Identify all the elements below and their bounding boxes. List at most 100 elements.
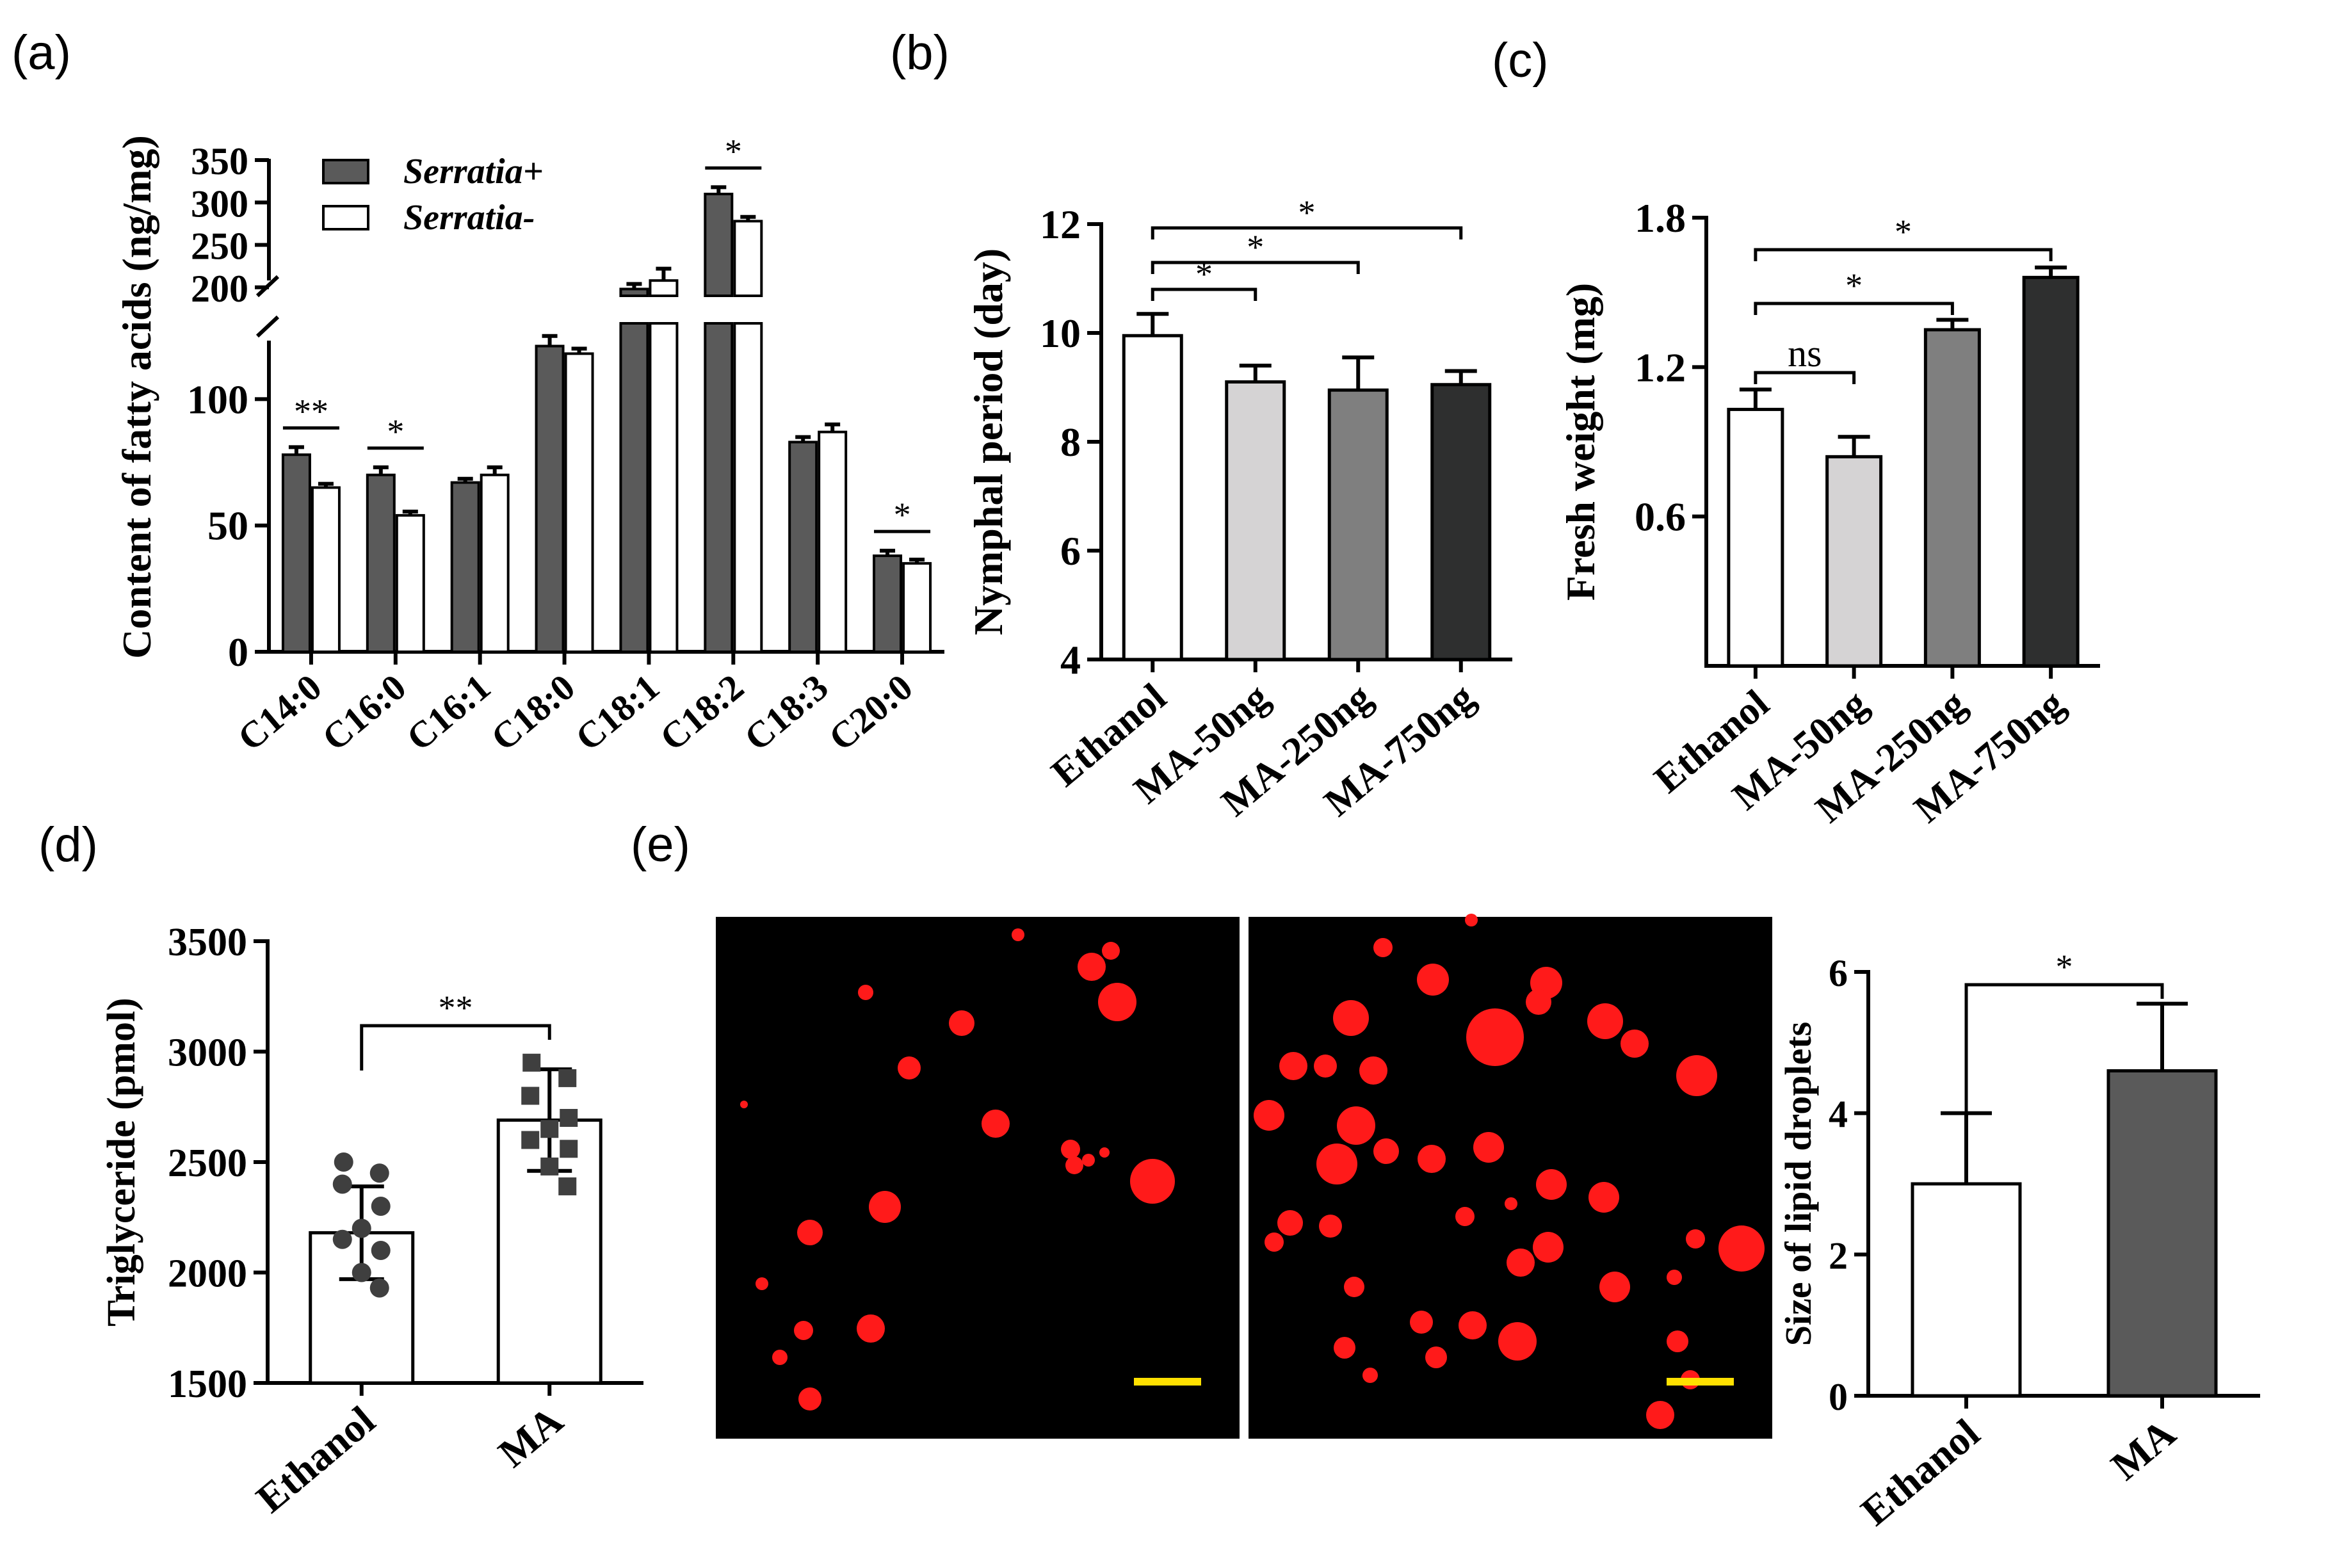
data-point — [558, 1177, 577, 1195]
y-tick-label: 0.6 — [1635, 494, 1686, 540]
bar-serratia-minus — [311, 486, 341, 653]
y-tick-label: 12 — [1040, 202, 1081, 247]
micrograph-label: MA — [1275, 935, 1338, 976]
y-tick-label: 200 — [191, 268, 248, 310]
lipid-droplet — [1373, 1138, 1399, 1164]
panel-label-e: (e) — [631, 818, 690, 872]
lipid-droplet — [772, 1350, 788, 1365]
bar-serratia-minus — [480, 473, 510, 653]
lipid-droplet — [740, 1101, 748, 1108]
legend-swatch-serratia-plus — [322, 159, 369, 184]
lipid-droplet — [982, 1110, 1010, 1138]
bar-serratia-plus — [535, 344, 565, 653]
bar-serratia-minus — [564, 352, 594, 653]
y-tick-label: 6 — [1829, 952, 1848, 994]
y-tick-label: 1.2 — [1635, 344, 1686, 390]
lipid-droplet — [1465, 914, 1478, 926]
bar-serratia-minus — [818, 430, 848, 654]
data-point — [540, 1157, 559, 1176]
data-point — [522, 1053, 541, 1072]
lipid-droplet — [1498, 1322, 1537, 1361]
data-point — [352, 1263, 371, 1282]
lipid-droplet — [798, 1387, 821, 1410]
lipid-droplet — [1466, 1008, 1524, 1066]
significance-label: * — [2056, 948, 2073, 986]
y-axis-title: Nymphal period (day) — [966, 248, 1011, 636]
lipid-droplet — [1646, 1401, 1674, 1429]
lipid-droplet — [1316, 1144, 1357, 1184]
y-tick-label: 100 — [187, 376, 248, 422]
y-tick-label: 3000 — [168, 1031, 247, 1075]
y-tick-label: 8 — [1060, 419, 1081, 465]
y-tick-label: 10 — [1040, 311, 1081, 356]
lipid-droplet — [1507, 1249, 1535, 1277]
bar-ma-750ng — [1430, 383, 1492, 661]
bar-serratia-plus — [281, 453, 311, 653]
lipid-droplet — [1505, 1197, 1517, 1210]
lipid-droplet — [1686, 1229, 1705, 1249]
lipid-droplet — [1333, 1000, 1369, 1036]
lipid-droplet — [1065, 1156, 1083, 1174]
lipid-droplet — [949, 1010, 974, 1036]
bar-serratia-minus-upper — [649, 279, 679, 297]
lipid-droplet — [1319, 1215, 1342, 1238]
data-point — [334, 1152, 353, 1172]
y-tick-label: 1500 — [168, 1362, 247, 1406]
lipid-droplet — [857, 1314, 885, 1343]
lipid-droplet — [794, 1321, 813, 1340]
lipid-droplet — [1061, 1140, 1080, 1159]
lipid-droplet — [1473, 1132, 1504, 1163]
bar-serratia-minus-upper — [733, 220, 763, 297]
bar-ma — [2106, 1069, 2218, 1398]
lipid-droplet — [1459, 1311, 1487, 1339]
data-point — [521, 1087, 540, 1105]
bar-ethanol — [1911, 1182, 2022, 1398]
y-axis-title: Size of lipid droplets — [1777, 1022, 1819, 1346]
lipid-droplet — [1098, 983, 1136, 1021]
lipid-droplet — [1676, 1055, 1717, 1096]
axis-break-mark — [255, 315, 280, 338]
lipid-droplet — [1314, 1055, 1337, 1078]
lipid-droplet — [1418, 1145, 1446, 1173]
bar-serratia-plus — [788, 440, 818, 653]
lipid-droplet — [1667, 1330, 1688, 1352]
significance-bracket — [1754, 248, 2053, 261]
bar-serratia-minus — [902, 562, 932, 654]
micrographs: Ethanol MA — [716, 914, 1772, 1439]
lipid-droplet — [898, 1056, 921, 1079]
bar-serratia-minus — [649, 322, 679, 653]
significance-bracket — [1964, 983, 2164, 1113]
lipid-droplet — [1718, 1225, 1765, 1272]
significance-label: * — [1845, 266, 1863, 305]
bar-serratia-minus — [395, 513, 425, 654]
lipid-droplet — [1536, 1169, 1567, 1200]
bar-serratia-plus — [450, 481, 480, 653]
bar-break-gap — [732, 297, 764, 322]
legend-swatch-serratia-minus — [322, 205, 369, 230]
lipid-droplet — [1279, 1052, 1307, 1080]
y-tick-label: 6 — [1060, 528, 1081, 574]
data-point — [352, 1218, 371, 1238]
data-point — [369, 1163, 389, 1183]
bar-serratia-minus — [733, 322, 763, 653]
bar-break-gap — [648, 297, 679, 322]
y-tick-label: 300 — [191, 182, 248, 225]
lipid-droplet — [1526, 989, 1551, 1015]
significance-label: * — [1895, 213, 1912, 251]
data-point — [558, 1069, 577, 1087]
data-point — [332, 1229, 352, 1249]
scale-bar — [1134, 1378, 1201, 1386]
lipid-droplet — [797, 1220, 823, 1245]
lipid-droplet — [1277, 1210, 1303, 1236]
y-tick-label: 4 — [1060, 637, 1081, 683]
significance-bracket — [1151, 226, 1463, 239]
panel-label-b: (b) — [890, 26, 950, 80]
panel-label-c: (c) — [1492, 33, 1549, 88]
bar-ethanol — [1122, 334, 1183, 661]
lipid-droplet — [1099, 1147, 1110, 1158]
lipid-droplet — [1102, 942, 1120, 960]
bar-ma-250ng — [1327, 388, 1389, 661]
significance-bracket — [1151, 261, 1360, 274]
bar-break-gap — [618, 297, 650, 322]
significance-label: * — [725, 132, 742, 170]
